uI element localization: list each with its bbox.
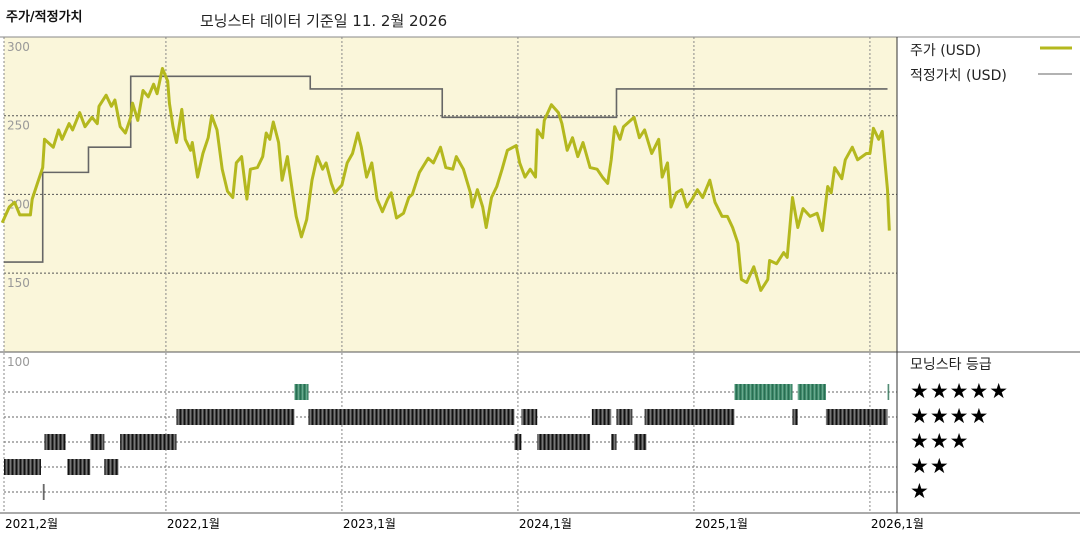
rating-segment-5-star	[887, 384, 890, 400]
rating-segment-3-star	[514, 434, 522, 450]
chart-frame	[0, 36, 1080, 514]
rating-segment-2-star	[4, 459, 41, 475]
rating-segment-1-star	[42, 484, 45, 500]
rating-segment-5-star	[294, 384, 309, 400]
price-line	[0, 67, 891, 292]
x-axis-labels: 2021,2월 2022,1월 2023,1월 2024,1월 2025,1월 2026,…	[5, 517, 924, 531]
x-tick-label: 2021,2월	[5, 517, 58, 531]
rating-segment-3-star	[120, 434, 177, 450]
x-tick-label: 2023,1월	[343, 517, 396, 531]
legend-rating-title: 모닝스타 등급	[910, 357, 992, 373]
chart-title: 주가/적정가치	[6, 10, 83, 25]
rating-segment-2-star	[104, 459, 119, 475]
rating-segment-4-star	[591, 409, 612, 425]
star-row-4: ★★★★	[910, 404, 990, 428]
rating-segment-3-star	[634, 434, 647, 450]
series-lines	[0, 67, 891, 292]
rating-segment-5-star	[734, 384, 793, 400]
rating-segment-3-star	[90, 434, 105, 450]
rating-segment-4-star	[825, 409, 888, 425]
star-row-3: ★★★	[910, 429, 970, 453]
rating-segment-3-star	[537, 434, 591, 450]
data-date-subtitle: 모닝스타 데이터 기준일 11. 2월 2026	[200, 12, 448, 30]
rating-segment-4-star	[792, 409, 798, 425]
y-tick-label: 300	[7, 40, 30, 54]
rating-segment-4-star	[176, 409, 295, 425]
y-axis-labels: 300 250 200 150 100	[7, 40, 30, 369]
star-row-2: ★★	[910, 454, 950, 478]
rating-segment-4-star	[521, 409, 538, 425]
rating-segment-4-star	[616, 409, 633, 425]
rating-bars	[4, 384, 890, 500]
y-tick-label: 100	[7, 355, 30, 369]
star-row-5: ★★★★★	[910, 379, 1010, 403]
rating-segment-3-star	[44, 434, 66, 450]
y-tick-label: 200	[7, 197, 30, 211]
x-tick-label: 2025,1월	[695, 517, 748, 531]
rating-segment-5-star	[797, 384, 826, 400]
fair-value-line	[4, 75, 888, 263]
x-tick-label: 2026,1월	[871, 517, 924, 531]
star-row-1: ★	[910, 479, 930, 503]
rating-segment-3-star	[611, 434, 617, 450]
y-tick-label: 150	[7, 276, 30, 290]
x-tick-label: 2022,1월	[167, 517, 220, 531]
rating-segment-2-star	[67, 459, 91, 475]
legend-price: 주가 (USD)	[910, 43, 982, 59]
y-tick-label: 250	[7, 119, 30, 133]
legend-fair-value: 적정가치 (USD)	[910, 68, 1007, 84]
rating-segment-4-star	[644, 409, 735, 425]
x-tick-label: 2024,1월	[519, 517, 572, 531]
rating-segment-4-star	[308, 409, 515, 425]
